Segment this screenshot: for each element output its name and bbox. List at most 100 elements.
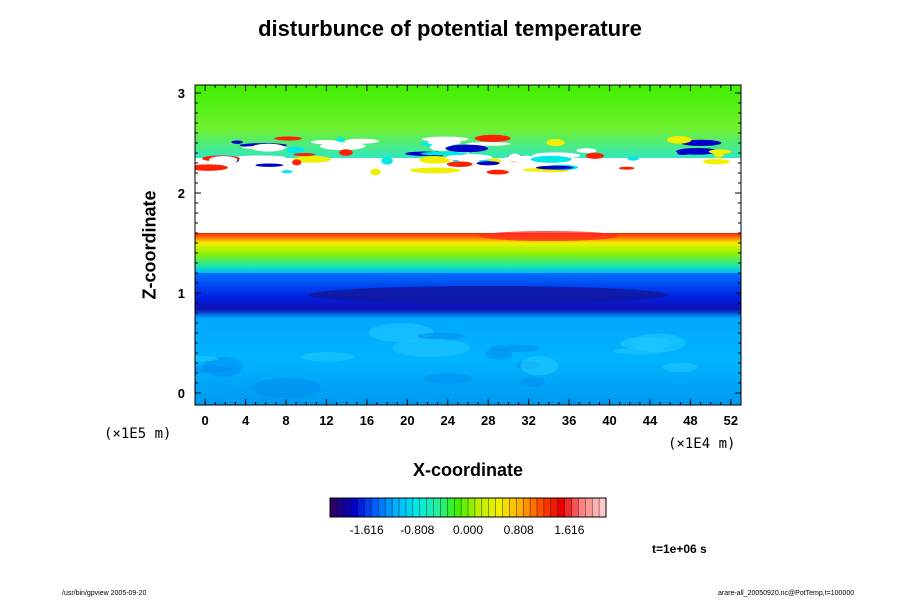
texture-streak [702,158,731,165]
heatmap-field [195,85,741,405]
colorbar-cell [461,498,469,517]
colorbar-cell [599,498,607,517]
texture-eddy [490,344,540,352]
colorbar-cell [454,498,462,517]
texture-streak [251,143,286,152]
texture-streak [334,158,357,163]
texture-streak [419,156,451,164]
texture-eddy [520,376,546,388]
colorbar-cell [433,498,441,517]
texture-streak [585,152,604,159]
texture-streak [636,164,660,170]
texture-streak [195,164,228,171]
x-tick-label: 0 [201,413,208,428]
y-tick-label: 2 [178,186,185,201]
x-unit-label: (×1E4 m) [668,436,736,452]
x-axis-label: X-coordinate [412,460,523,480]
x-tick-label: 20 [400,413,414,428]
colorbar-cell [419,498,428,517]
colorbar-cell [426,498,434,517]
footer-command: /usr/bin/gpview 2005-09-20 [62,590,147,597]
texture-streak [255,163,284,167]
texture-streak [445,154,493,161]
warm-patch [478,231,619,241]
x-tick-label: 8 [282,413,289,428]
texture-streak [666,135,692,144]
colorbar-cell [364,498,372,517]
y-tick-label: 1 [178,286,185,301]
texture-streak [530,155,572,163]
texture-streak [619,166,635,170]
texture-streak [508,153,521,162]
colorbar: -1.616 -0.808 0.000 0.808 1.616 [329,497,607,537]
texture-streak [274,136,302,141]
texture-streak [546,138,565,147]
y-tick-label: 0 [178,386,185,401]
texture-eddy [195,355,219,362]
x-tick-label: 44 [643,413,658,428]
texture-streak [409,167,461,174]
colorbar-cell [474,498,483,517]
colorbar-cell [495,498,503,517]
texture-streak [292,159,302,166]
x-tick-label: 4 [242,413,250,428]
cold-core [308,286,669,304]
texture-streak [344,138,379,144]
texture-streak [336,137,345,142]
colorbar-cell [502,498,510,517]
colorbar-cell [330,498,338,517]
x-tick-label: 52 [724,413,738,428]
texture-streak [535,165,574,170]
texture-streak [465,142,511,146]
band-missing-region [195,173,741,233]
colorbar-cell [399,498,407,517]
x-tick-label: 40 [602,413,616,428]
colorbar-cell [564,498,572,517]
texture-eddy [300,352,355,362]
texture-streak [627,156,640,161]
colorbar-tick-label: -0.808 [400,523,434,537]
x-tick-label: 16 [360,413,374,428]
texture-eddy [195,365,234,373]
texture-streak [420,151,468,156]
colorbar-cell [592,498,600,517]
texture-streak [676,148,719,155]
texture-streak [476,161,500,166]
colorbar-cell [468,498,476,517]
texture-streak [286,146,305,154]
colorbar-cell [585,498,593,517]
colorbar-cell [440,498,448,517]
colorbar-cell [516,498,524,517]
texture-streak [338,149,353,156]
texture-streak [293,155,332,163]
texture-eddy [368,323,434,343]
colorbar-cell [357,498,365,517]
y-unit-label: (×1E5 m) [104,426,172,442]
colorbar-cell [488,498,497,517]
texture-streak [293,152,316,157]
texture-streak [680,139,722,146]
x-tick-label: 32 [521,413,535,428]
y-axis: 0 1 2 3 [178,86,741,401]
texture-streak [486,169,509,175]
colorbar-cell [385,498,393,517]
texture-streak [208,156,238,165]
texture-streak [381,156,393,165]
colorbar-cell [405,498,414,517]
texture-eddy [520,356,559,376]
texture-streak [318,162,360,167]
colorbar-cell [371,498,379,517]
colorbar-cell [537,498,545,517]
colorbar-cell [509,498,517,517]
texture-streak [522,168,549,172]
texture-streak [708,149,732,155]
footer-source: arare-all_20050920.nc@PotTemp,t=100000 [718,590,855,597]
colorbar-cell [447,498,455,517]
colorbar-frame [329,497,607,518]
colorbar-cell [392,498,400,517]
x-tick-label: 24 [441,413,456,428]
texture-streak [281,170,293,174]
x-axis: 0 4 8 12 16 20 24 28 32 36 40 44 48 52 [201,85,738,428]
texture-streak [231,140,243,144]
